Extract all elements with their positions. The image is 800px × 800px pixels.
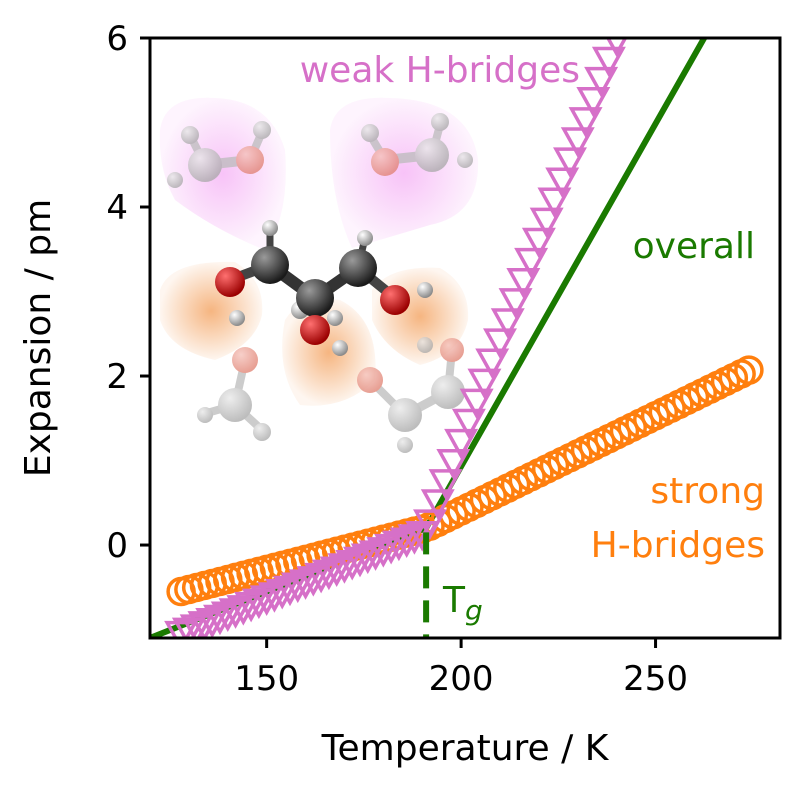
weak-h-bridge-point [591, 46, 626, 78]
tg-label: Tg [442, 580, 483, 627]
weak-h-bridge-point [319, 556, 354, 587]
weak-h-bridge-point [358, 540, 393, 571]
y-tick-label: 6 [106, 19, 128, 59]
weak-h-bridge-point [226, 595, 261, 626]
weak-h-bridge-point [467, 368, 502, 400]
weak-h-bridge-point [529, 207, 564, 239]
weak-h-bridge-point [257, 582, 292, 613]
weak-h-bridge-point [296, 566, 331, 597]
y-tick-label: 4 [106, 188, 128, 228]
weak-h-bridge-point [475, 348, 510, 380]
x-tick-label: 250 [623, 659, 688, 699]
weak-h-bridge-point [545, 167, 580, 198]
weak-h-bridge-point [203, 604, 237, 636]
weak-h-bridge-point [241, 588, 276, 620]
weak-h-bridge-point [234, 591, 269, 623]
weak-h-bridge-point [397, 524, 432, 555]
weak-h-bridge-point [179, 614, 214, 638]
plot-frame [148, 36, 782, 640]
weak-h-bridge-point [273, 575, 307, 607]
plot-area [150, 38, 764, 638]
weak-h-bridge-point [451, 408, 486, 440]
tg-label-main: T [442, 580, 466, 621]
weak-h-bridge-point [366, 537, 401, 568]
weak-h-bridge-point [444, 428, 479, 460]
weak-h-bridge-point [514, 247, 549, 279]
weak-h-bridge-point [428, 469, 463, 500]
weak-h-bridge-point [195, 607, 230, 638]
weak-h-bridge-point [218, 598, 253, 629]
weak-h-bridge-point [343, 546, 377, 578]
weak-h-bridge-point [537, 187, 572, 219]
weak-h-bridge-point [288, 569, 323, 600]
weak-h-bridges-label: weak H-bridges [300, 50, 580, 91]
axis-ticks: 150 200 250 0 2 4 6 [106, 19, 688, 699]
weak-h-bridge-point [490, 308, 525, 339]
weak-h-bridge-point [576, 86, 611, 118]
weak-h-bridge-point [605, 38, 628, 58]
weak-h-bridge-point [311, 559, 346, 591]
weak-h-bridge-point [436, 449, 471, 480]
weak-h-bridge-point [381, 530, 416, 562]
weak-h-bridge-point [521, 227, 556, 259]
weak-h-bridge-point [265, 578, 300, 610]
weak-h-bridge-point [280, 572, 315, 604]
x-axis-label: Temperature / K [321, 728, 610, 769]
y-tick-label: 0 [106, 526, 128, 566]
weak-h-bridge-point [553, 147, 587, 178]
weak-region-lobe [330, 97, 479, 248]
glycerol-molecule-illustration [159, 97, 479, 453]
weak-h-bridge-point [171, 617, 206, 638]
weak-h-bridge-point [584, 66, 619, 98]
strong-h-bridge-point [734, 355, 764, 385]
strong-h-bridges-label-line1: strong [650, 471, 765, 512]
x-tick-label: 150 [234, 659, 299, 699]
y-axis-label: Expansion / pm [18, 199, 59, 477]
weak-h-bridge-point [459, 388, 494, 420]
weak-h-bridge-point [304, 562, 339, 594]
weak-h-bridge-point [210, 601, 245, 633]
weak-h-bridge-point [413, 509, 447, 540]
weak-h-bridge-point [506, 268, 541, 299]
weak-h-bridge-point [327, 553, 362, 584]
x-tick-label: 200 [429, 659, 494, 699]
weak-h-bridge-point [350, 543, 385, 575]
weak-h-bridge-point [164, 620, 199, 638]
weak-h-bridge-point [498, 288, 533, 319]
y-tick-label: 2 [106, 357, 128, 397]
weak-h-bridge-point [560, 127, 595, 158]
weak-h-bridge-point [389, 527, 424, 559]
strong-h-bridges-label-line2: H-bridges [591, 525, 765, 566]
weak-h-bridge-point [249, 585, 284, 616]
weak-h-bridge-point [420, 489, 455, 520]
weak-h-bridge-point [568, 107, 603, 138]
weak-h-bridge-point [483, 328, 517, 359]
weak-h-bridge-point [335, 549, 370, 581]
weak-h-bridge-point [187, 611, 222, 638]
weak-h-bridge-point [374, 533, 409, 565]
tg-label-subscript: g [465, 594, 483, 627]
overall-label: overall [633, 226, 755, 267]
